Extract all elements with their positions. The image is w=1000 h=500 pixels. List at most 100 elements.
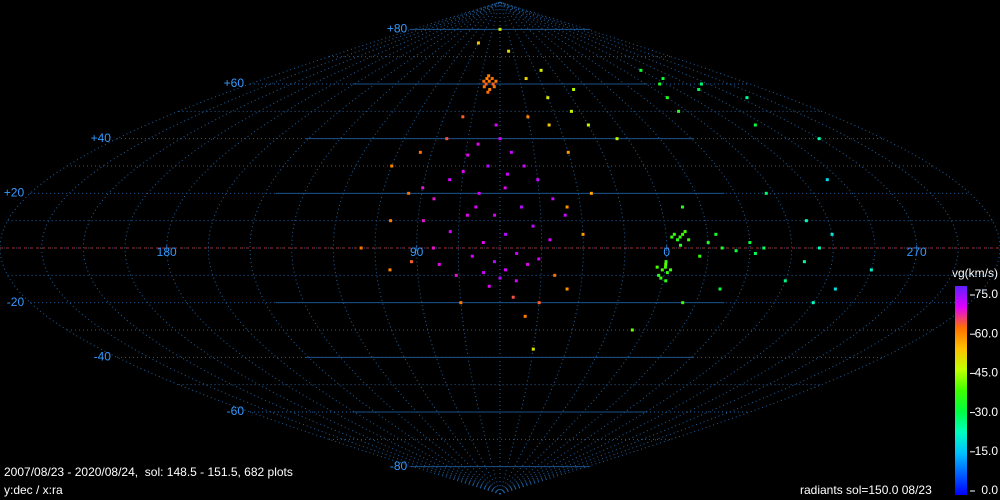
radiant-point: [566, 150, 570, 154]
radiant-point: [764, 191, 768, 195]
radiant-point: [461, 115, 465, 119]
radiant-point: [630, 328, 634, 332]
radiant-point: [615, 137, 619, 141]
colorbar-tick-label: 30.0: [975, 405, 999, 419]
radiant-point: [494, 79, 498, 83]
radiant-point: [804, 219, 808, 223]
radiant-point: [589, 191, 593, 195]
radiant-point: [482, 271, 486, 275]
radiant-point: [676, 238, 680, 242]
radiant-point: [505, 172, 509, 176]
radiant-point: [509, 150, 513, 154]
radiant-point: [572, 87, 576, 91]
colorbar-tick-label: 0.0: [981, 483, 998, 497]
meridian: [499, 1, 876, 495]
radiant-point: [486, 164, 490, 168]
radiant-point: [448, 230, 452, 234]
radiant-point: [665, 96, 669, 100]
radiant-point: [681, 232, 685, 236]
radiant-point: [498, 276, 502, 280]
y-tick-label: -60: [227, 404, 245, 418]
x-tick-label: 270: [907, 245, 927, 259]
radiant-point: [664, 262, 668, 266]
radiant-point: [490, 77, 494, 81]
radiant-point: [670, 235, 674, 239]
radiant-point: [498, 137, 502, 141]
radiant-point: [680, 205, 684, 209]
radiant-point: [432, 197, 436, 201]
colorbar: [955, 286, 967, 495]
radiant-point: [537, 301, 541, 305]
radiant-point: [655, 265, 659, 269]
radiant-point: [418, 150, 422, 154]
radiant-point: [466, 153, 470, 157]
radiant-point: [714, 232, 718, 236]
y-tick-label: +60: [224, 76, 245, 90]
radiant-point: [390, 164, 394, 168]
radiant-point: [504, 268, 508, 272]
radiant-point: [522, 164, 526, 168]
x-tick-label: 180: [157, 245, 177, 259]
radiant-point: [482, 85, 486, 89]
radiant-point: [669, 268, 673, 272]
y-tick-label: -80: [390, 459, 408, 473]
radiant-point: [459, 301, 463, 305]
radiant-point: [553, 273, 557, 277]
radiant-point: [476, 142, 480, 146]
radiant-point: [470, 254, 474, 258]
y-tick-label: -20: [7, 295, 25, 309]
radiant-point: [547, 123, 551, 127]
y-tick-label: +80: [387, 22, 408, 36]
radiant-point: [388, 268, 392, 272]
radiant-point: [536, 178, 540, 182]
radiant-point: [507, 49, 511, 53]
radiant-point: [492, 85, 496, 89]
radiant-point: [476, 41, 480, 45]
y-tick-label: +20: [4, 186, 25, 200]
radiant-point: [699, 82, 703, 86]
radiant-point: [657, 273, 661, 277]
radiant-point: [551, 197, 555, 201]
radiant-point: [802, 260, 806, 264]
radiant-point: [762, 246, 766, 250]
radiant-point: [445, 137, 449, 141]
meridian: [166, 1, 501, 495]
meridian: [41, 1, 501, 495]
radiant-point: [748, 241, 752, 245]
radiant-point: [511, 295, 515, 299]
radiant-point: [658, 82, 662, 86]
x-tick-label: 0: [663, 245, 670, 259]
radiant-point: [514, 279, 518, 283]
radiant-point: [586, 123, 590, 127]
radiant-point: [639, 68, 643, 72]
radiant-point: [487, 74, 491, 78]
radiant-point: [491, 82, 495, 86]
radiant-point: [461, 169, 465, 173]
radiant-point: [487, 284, 491, 288]
radiant-point: [825, 178, 829, 182]
radiant-point: [546, 96, 550, 100]
radiant-point: [563, 213, 567, 217]
radiant-point: [498, 27, 502, 31]
radiant-point: [817, 246, 821, 250]
radiant-point: [683, 230, 687, 234]
y-tick-label: -40: [94, 350, 112, 364]
radiant-point: [503, 186, 507, 190]
radiant-point: [526, 262, 530, 266]
radiant-point: [519, 205, 523, 209]
radiant-point: [833, 287, 837, 291]
radiant-point: [523, 314, 527, 318]
radiant-point: [531, 224, 535, 228]
radiant-point: [753, 123, 757, 127]
radiant-point: [678, 235, 682, 239]
axes-note: y:dec / x:ra: [4, 483, 63, 497]
radiant-point: [753, 251, 757, 255]
radiant-point: [431, 246, 435, 250]
meridian: [499, 1, 959, 495]
radiant-point: [487, 79, 491, 83]
radiant-point: [421, 219, 425, 223]
radiant-point: [474, 205, 478, 209]
radiant-point: [389, 219, 393, 223]
status-text: 2007/08/23 - 2020/08/24, sol: 148.5 - 15…: [4, 465, 293, 479]
